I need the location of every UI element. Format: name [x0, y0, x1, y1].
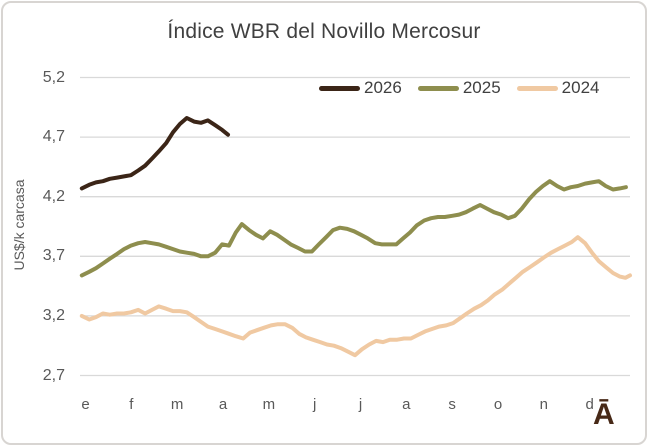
x-tick-label: s [448, 396, 456, 413]
y-tick-label: 4,2 [42, 187, 65, 205]
x-tick-label: d [585, 396, 594, 413]
x-tick-label: o [493, 396, 503, 413]
y-tick-label: 3,7 [42, 247, 65, 265]
x-tick-label: m [262, 396, 276, 413]
legend-label-2025: 2025 [462, 78, 501, 97]
x-tick-label: a [218, 396, 228, 413]
legend-label-2024: 2024 [561, 78, 600, 97]
legend-swatch-2026 [319, 85, 360, 91]
legend-swatch-2024 [516, 85, 558, 91]
y-axis-title: US$/k carcasa [11, 179, 27, 271]
wbr-logo-mark: Ā [593, 398, 615, 431]
chart-title: Índice WBR del Novillo Mercosur [167, 20, 481, 43]
y-tick-label: 5,2 [42, 68, 65, 86]
series-line-2024 [79, 235, 632, 358]
legend-label-2026: 2026 [364, 78, 402, 97]
x-tick-label: j [358, 396, 363, 413]
legend-swatch-2025 [417, 85, 459, 91]
y-tick-label: 4,7 [42, 128, 65, 146]
series-line-2025 [79, 179, 628, 278]
legend: 2026 2025 2024 [319, 78, 599, 98]
x-tick-label: a [402, 396, 411, 413]
x-tick-label: n [539, 396, 548, 413]
y-tick-label: 3,2 [42, 306, 65, 324]
x-tick-label: j [312, 396, 317, 413]
x-tick-label: m [170, 396, 184, 413]
x-tick-label: f [129, 396, 134, 413]
y-tick-label: 2,7 [42, 366, 65, 384]
legend-entry-2025: 2025 [417, 78, 501, 98]
series-line-2026 [79, 116, 230, 191]
legend-entry-2026: 2026 [319, 78, 402, 98]
x-tick-label: e [81, 396, 90, 413]
legend-entry-2024: 2024 [516, 78, 600, 98]
